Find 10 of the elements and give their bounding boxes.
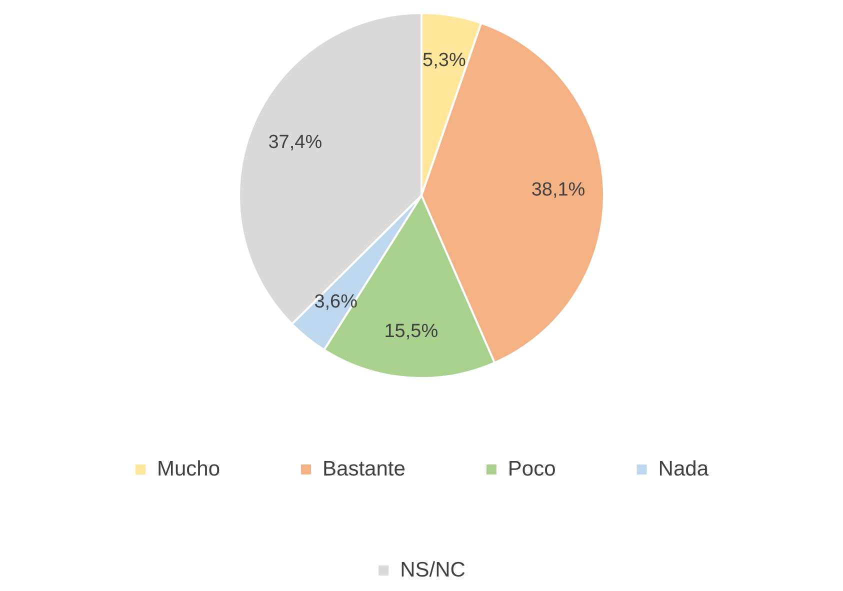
legend-label: Poco [508,457,556,480]
data-label: 38,1% [531,179,586,200]
data-label: 15,5% [384,321,438,342]
data-label: 5,3% [422,50,466,71]
legend-label: NS/NC [400,558,466,582]
data-label: 37,4% [268,132,322,154]
legend-label: Bastante [322,457,406,480]
legend-label: Nada [658,457,709,480]
data-label: 3,6% [314,292,358,312]
legend-label: Mucho [157,457,220,480]
